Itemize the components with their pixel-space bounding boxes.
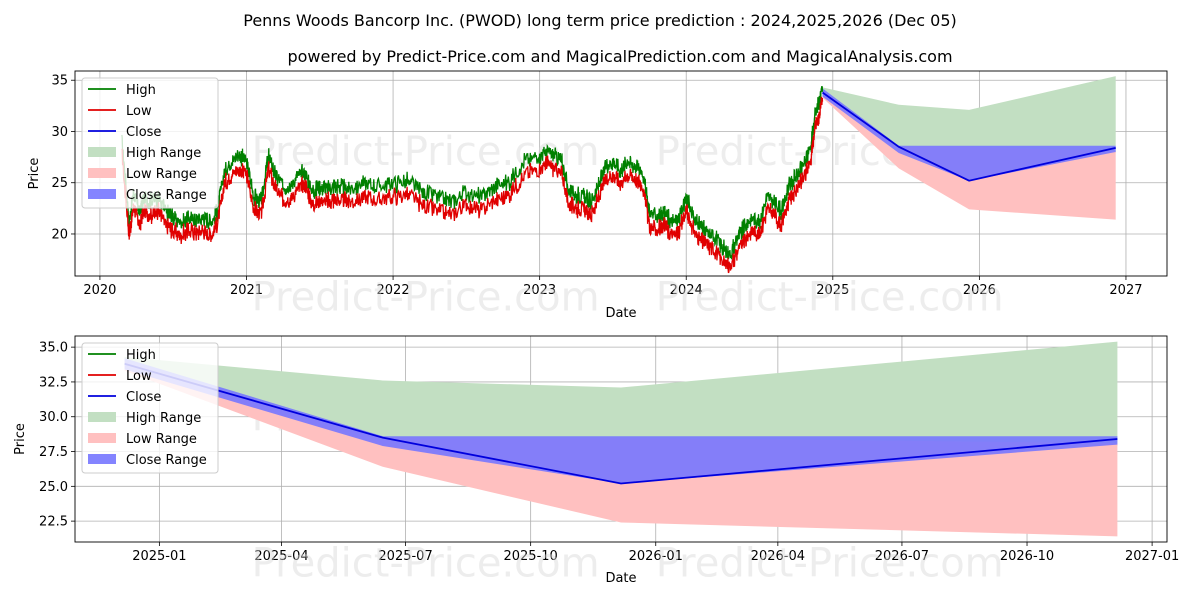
legend-label: Close Range	[126, 188, 207, 203]
x-tick-label: 2026-04	[751, 549, 805, 564]
history-panel: 2020 2021 2022 2023 2024 2025 2026 202720253035…	[27, 70, 1168, 321]
x-tick-label: 2024	[670, 283, 703, 298]
legend-label: High Range	[126, 411, 201, 426]
close-range-band	[124, 358, 1118, 484]
legend-swatch-patch	[88, 454, 116, 464]
y-axis-label: Price	[27, 158, 42, 190]
x-tick-label: 2023	[523, 283, 556, 298]
x-axis-label: Date	[605, 571, 636, 586]
y-tick-label: 27.5	[39, 445, 68, 460]
x-tick-label: 2026-10	[1000, 549, 1054, 564]
legend-swatch-patch	[88, 433, 116, 443]
low-series-line	[121, 96, 824, 274]
plot-frame	[74, 70, 1168, 277]
plot-area	[124, 341, 1118, 537]
x-tick-label: 2026-07	[875, 549, 929, 564]
close-forecast-line	[124, 362, 1118, 485]
x-tick-label: 2025-07	[378, 549, 432, 564]
x-tick-label: 2022	[377, 283, 410, 298]
x-tick-label: 2027-01	[1125, 549, 1179, 564]
legend-swatch-patch	[88, 189, 116, 199]
legend-label: Close	[126, 125, 161, 140]
y-tick-label: 35.0	[39, 341, 68, 356]
y-tick-label: 30.0	[39, 410, 68, 425]
close-range-band	[822, 88, 1116, 181]
y-tick-label: 32.5	[39, 375, 68, 390]
y-axis-label: Price	[13, 423, 28, 455]
x-tick-label: 2025-04	[254, 549, 308, 564]
legend-label: Low	[126, 369, 152, 384]
x-tick-label: 2025	[816, 283, 849, 298]
chart-subtitle: powered by Predict-Price.com and Magical…	[287, 47, 952, 66]
legend-label: Close Range	[126, 453, 207, 468]
x-tick-label: 2027	[1109, 283, 1142, 298]
legend-label: Low Range	[126, 432, 197, 447]
x-tick-label: 2026	[963, 283, 996, 298]
watermark-text: Predict-Price.com	[656, 275, 1004, 321]
plot-frame	[74, 335, 1168, 543]
y-tick-label: 22.5	[39, 515, 68, 530]
watermark-text: Predict-Price.com	[656, 541, 1004, 587]
legend-label: High Range	[126, 146, 201, 161]
legend-swatch-patch	[88, 412, 116, 422]
legend-label: High	[126, 348, 156, 363]
x-tick-label: 2026-01	[629, 549, 683, 564]
y-tick-label: 25	[51, 176, 68, 191]
x-axis-label: Date	[605, 306, 636, 321]
x-tick-label: 2020	[83, 283, 116, 298]
legend-swatch-patch	[88, 168, 116, 178]
x-tick-label: 2025-10	[503, 549, 557, 564]
legend-label: High	[126, 83, 156, 98]
y-tick-label: 25.0	[39, 480, 68, 495]
x-tick-label: 2021	[230, 283, 263, 298]
watermark-text: Predict-Price.com	[252, 275, 600, 321]
y-tick-label: 30	[51, 125, 68, 140]
y-tick-label: 20	[51, 227, 68, 242]
legend-label: Low Range	[126, 167, 197, 182]
close-forecast-line	[821, 91, 1116, 182]
x-tick-label: 2025-01	[132, 549, 186, 564]
legend-swatch-patch	[88, 147, 116, 157]
legend-label: Close	[126, 390, 161, 405]
legend-label: Low	[126, 104, 152, 119]
watermark-text: Predict-Price.com	[252, 541, 600, 587]
forecast-panel: 2025-01 2025-04 2025-07 2025-10 2026-01 2026-…	[13, 335, 1179, 587]
y-tick-label: 35	[51, 74, 68, 89]
chart-title: Penns Woods Bancorp Inc. (PWOD) long ter…	[243, 11, 957, 30]
